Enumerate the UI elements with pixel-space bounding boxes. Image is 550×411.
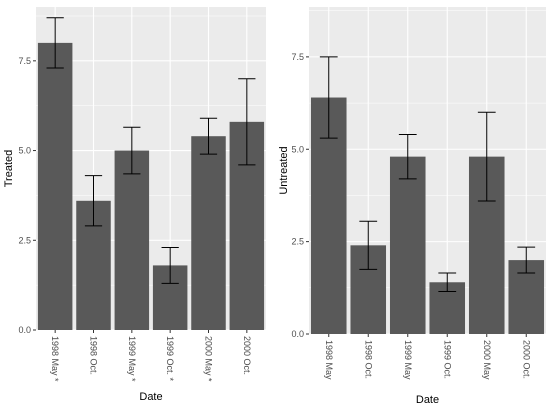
x-tick-label: 1999 May (403, 340, 413, 380)
x-tick-label: 1999 May * (127, 336, 137, 382)
y-axis-title: Treated (3, 150, 15, 188)
plot-background (309, 7, 546, 334)
y-tick-label: 0.0 (291, 329, 304, 339)
x-tick-label: 1999 Oct. (442, 340, 452, 379)
y-tick-label: 0.0 (18, 325, 31, 335)
x-tick-label: 1998 Oct. (363, 340, 373, 379)
x-tick-label: 1998 May * (50, 336, 60, 382)
x-tick-label: 2000 Oct. (242, 336, 252, 375)
y-tick-label: 5.0 (18, 146, 31, 156)
x-tick-label: 2000 May (482, 340, 492, 380)
x-tick-label: 2000 May * (204, 336, 214, 382)
x-axis-title: Date (416, 394, 439, 406)
treated-chart: 0.0 2.5 5.0 7.5 1998 May * 1998 Oct. 1999 May … (3, 7, 266, 403)
x-tick-label: 2000 Oct. (521, 340, 531, 379)
x-axis-title: Date (139, 391, 162, 403)
bar (191, 136, 226, 330)
y-axis-title: Untreated (278, 146, 290, 194)
y-tick-label: 2.5 (18, 235, 31, 245)
bar (37, 42, 73, 331)
x-tick-label: 1999 Oct. * (165, 336, 175, 382)
y-tick-label: 7.5 (291, 52, 304, 62)
x-tick-label: 1998 Oct. (89, 336, 99, 375)
bar (389, 156, 426, 334)
bar (114, 150, 150, 330)
x-tick-label: 1998 May (324, 340, 334, 380)
y-tick-label: 5.0 (291, 144, 304, 154)
untreated-chart: 0.0 2.5 5.0 7.5 1998 May 1998 Oct. 1999 May 199… (278, 7, 546, 406)
y-tick-label: 7.5 (18, 56, 31, 66)
y-tick-label: 2.5 (291, 237, 304, 247)
